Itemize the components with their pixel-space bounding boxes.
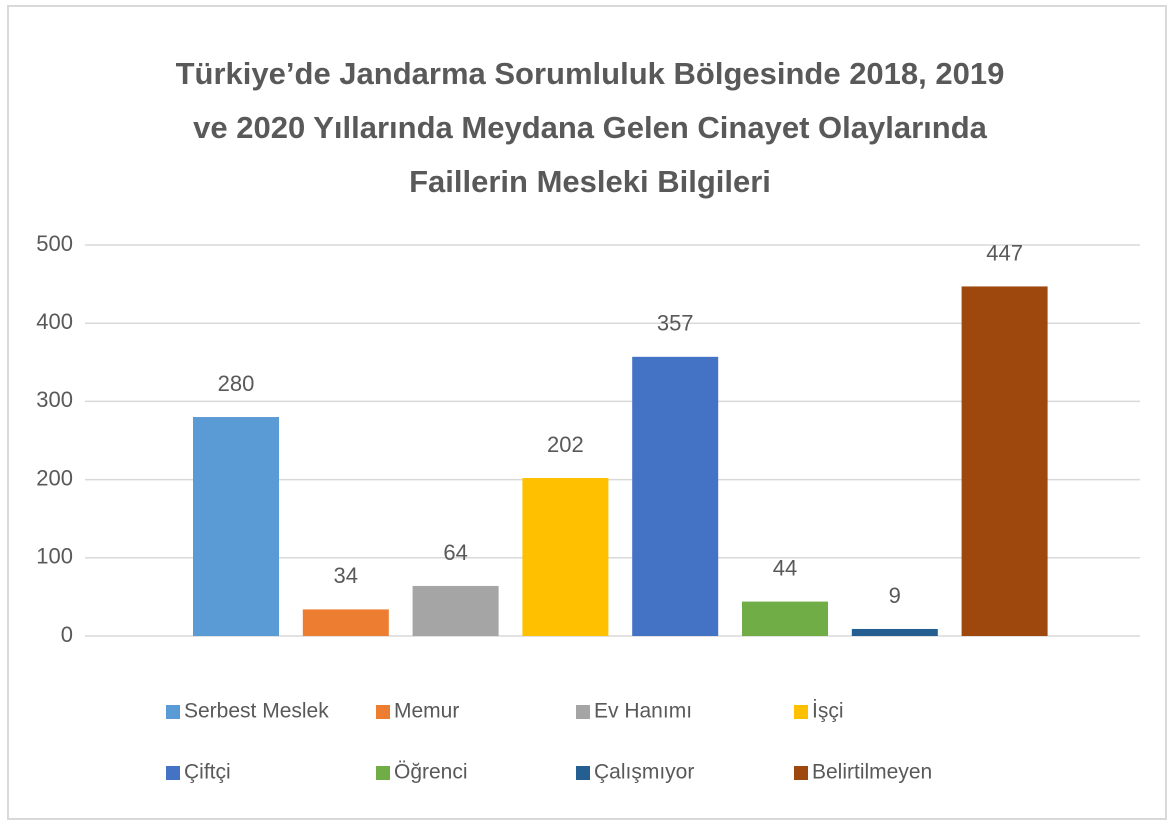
y-tick-label: 0 — [61, 622, 73, 647]
legend-label: Memur — [394, 700, 459, 723]
legend-label: Belirtilmeyen — [812, 761, 932, 784]
legend-swatch — [376, 705, 390, 719]
legend-swatch — [166, 766, 180, 780]
y-tick-label: 200 — [36, 465, 73, 490]
y-tick-label: 500 — [36, 231, 73, 256]
legend-label: Ev Hanımı — [594, 700, 692, 723]
bar — [961, 286, 1048, 636]
chart-title: Faillerin Mesleki Bilgileri — [409, 164, 771, 199]
value-label: 202 — [547, 432, 584, 457]
value-label: 64 — [443, 540, 467, 565]
legend-label: Çalışmıyor — [594, 761, 694, 784]
chart-title: Türkiye’de Jandarma Sorumluluk Bölgesind… — [176, 56, 1005, 91]
bar — [851, 628, 938, 636]
legend-label: Serbest Meslek — [184, 700, 329, 723]
legend-swatch — [576, 766, 590, 780]
legend-label: Çiftçi — [184, 761, 231, 784]
legend-label: Öğrenci — [394, 761, 468, 784]
legend-swatch — [794, 766, 808, 780]
chart-title: ve 2020 Yıllarında Meydana Gelen Cinayet… — [193, 110, 987, 145]
bar — [412, 585, 499, 636]
legend-label: İşçi — [812, 700, 844, 723]
value-label: 34 — [334, 563, 358, 588]
y-tick-label: 300 — [36, 387, 73, 412]
value-label: 357 — [657, 311, 694, 336]
value-label: 447 — [986, 240, 1023, 265]
legend-swatch — [794, 705, 808, 719]
bar — [522, 478, 609, 636]
bar — [742, 601, 828, 636]
value-label: 9 — [889, 583, 901, 608]
y-tick-label: 400 — [36, 309, 73, 334]
legend-swatch — [166, 705, 180, 719]
y-tick-label: 100 — [36, 544, 73, 569]
legend-swatch — [376, 766, 390, 780]
legend-swatch — [576, 705, 590, 719]
value-label: 280 — [218, 371, 255, 396]
bar — [193, 417, 279, 636]
bar — [302, 609, 389, 636]
bar — [632, 356, 719, 636]
value-label: 44 — [773, 555, 797, 580]
